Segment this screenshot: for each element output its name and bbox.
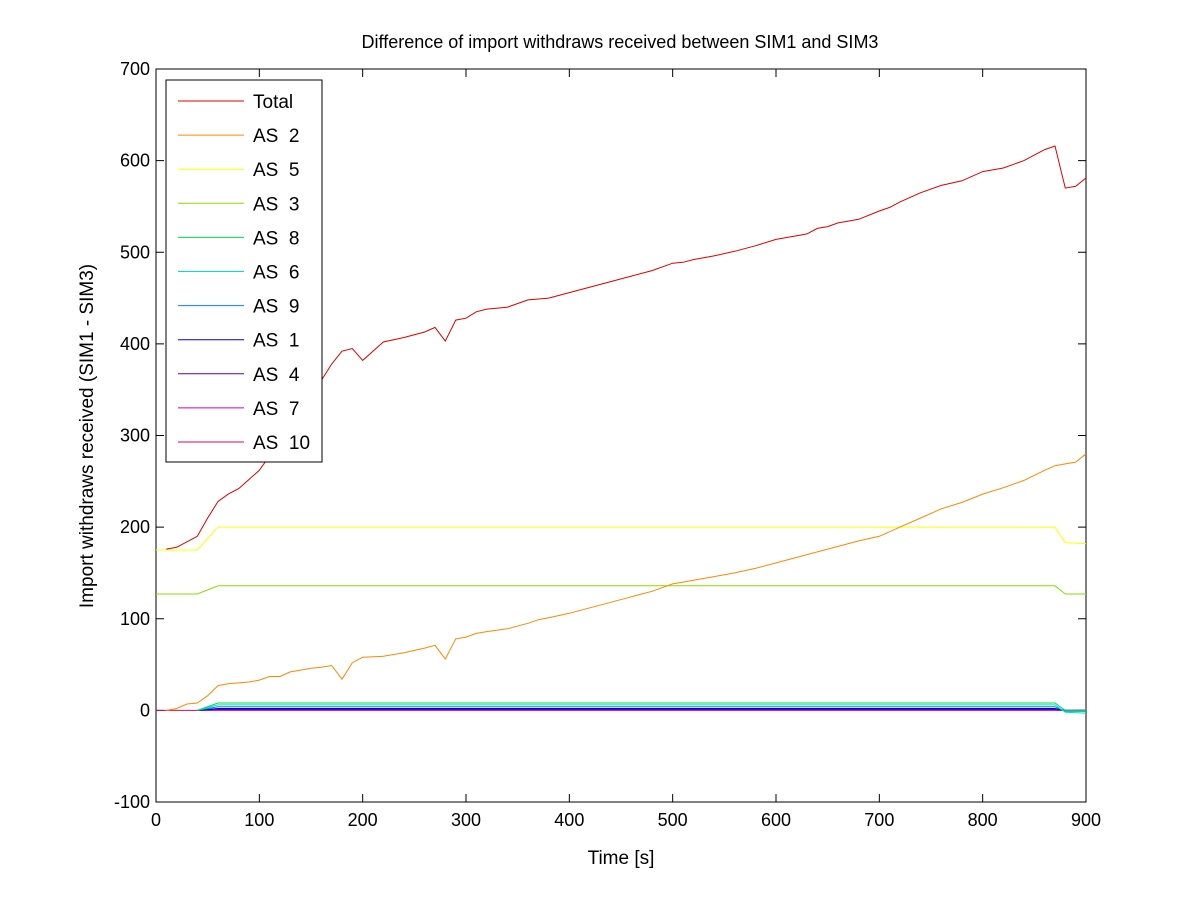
x-tick-label: 100 bbox=[244, 810, 274, 830]
legend-label: Total bbox=[253, 92, 293, 113]
y-tick-label: 600 bbox=[120, 151, 150, 171]
y-tick-label: 100 bbox=[120, 609, 150, 629]
legend-label: AS 7 bbox=[253, 399, 299, 420]
x-tick-label: 400 bbox=[554, 810, 584, 830]
y-tick-label: 300 bbox=[120, 426, 150, 446]
legend-label: AS 4 bbox=[253, 365, 300, 386]
legend-label: AS 5 bbox=[253, 160, 299, 181]
y-tick-label: 200 bbox=[120, 517, 150, 537]
x-tick-label: 600 bbox=[761, 810, 791, 830]
legend-label: AS 3 bbox=[253, 194, 299, 215]
x-tick-label: 300 bbox=[451, 810, 481, 830]
legend-label: AS 6 bbox=[253, 263, 299, 284]
legend-label: AS 10 bbox=[253, 433, 310, 454]
legend-label: AS 2 bbox=[253, 126, 299, 147]
x-tick-label: 700 bbox=[864, 810, 894, 830]
y-tick-label: 0 bbox=[140, 700, 150, 720]
chart-title: Difference of import withdraws received … bbox=[362, 32, 879, 52]
legend-label: AS 8 bbox=[253, 228, 299, 249]
x-axis-label: Time [s] bbox=[588, 848, 655, 869]
legend: Total AS 2 AS 5 AS 3 AS 8 AS 6 AS 9 AS 1 AS 4 AS … bbox=[165, 79, 323, 463]
y-tick-label: 500 bbox=[120, 242, 150, 262]
series-line-as-5 bbox=[156, 526, 1087, 551]
y-axis-label: Import withdraws received (SIM1 - SIM3) bbox=[77, 264, 98, 608]
x-tick-label: 900 bbox=[1071, 810, 1101, 830]
y-tick-label: 400 bbox=[120, 334, 150, 354]
x-tick-label: 800 bbox=[968, 810, 998, 830]
legend-label: AS 1 bbox=[253, 331, 299, 352]
legend-label: AS 9 bbox=[253, 297, 299, 318]
series-line-as-9 bbox=[197, 706, 1086, 712]
series-group bbox=[156, 145, 1087, 714]
x-tick-label: 200 bbox=[348, 810, 378, 830]
series-line-as-2 bbox=[166, 453, 1087, 711]
y-tick-label: -100 bbox=[114, 792, 150, 812]
series-line-as-3 bbox=[156, 585, 1086, 595]
series-line-as-6 bbox=[197, 704, 1087, 714]
x-tick-label: 0 bbox=[151, 810, 161, 830]
series-line-as-8 bbox=[197, 702, 1086, 711]
x-tick-label: 500 bbox=[658, 810, 688, 830]
axis-ticks: 0 100 200 300 400 500 600 700 800 900-10001002003… bbox=[114, 59, 1101, 830]
y-tick-label: 700 bbox=[120, 59, 150, 79]
